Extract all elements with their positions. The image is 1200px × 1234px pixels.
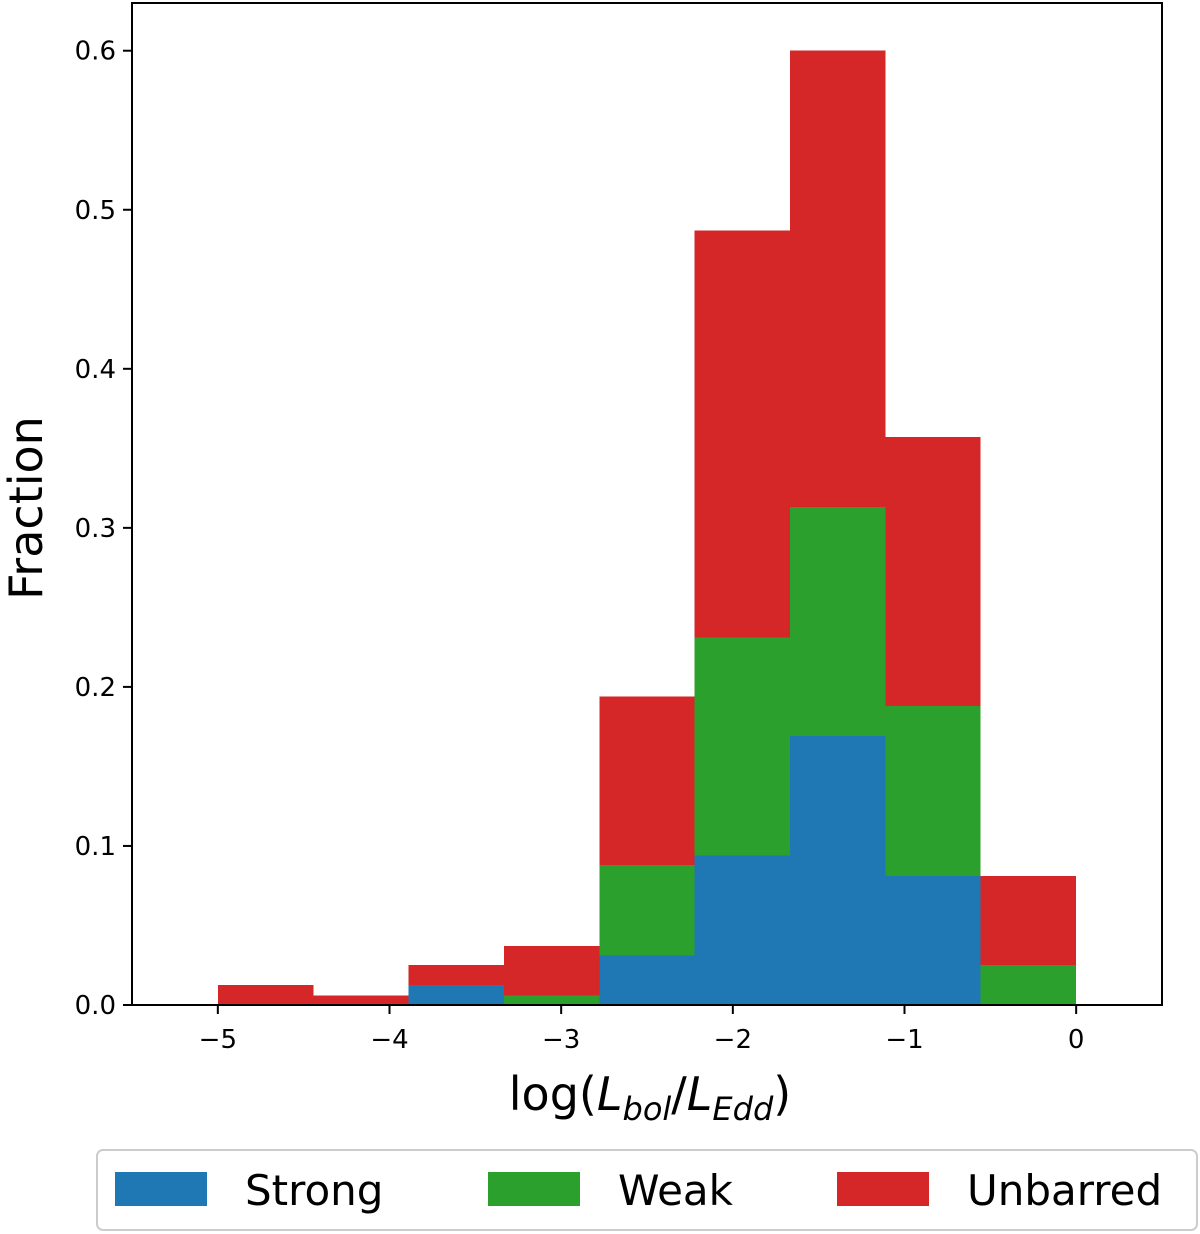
plot-frame [131, 2, 1163, 1006]
y-tick-label: 0.2 [75, 673, 116, 703]
y-tick-label: 0.4 [75, 355, 116, 385]
bar-unbarred-bin-4 [599, 696, 695, 866]
legend: Strong Weak Unbarred [96, 1149, 1198, 1231]
x-axis-label: log(Lbol/LEdd) [509, 1067, 791, 1128]
bar-strong-bin-4 [599, 955, 695, 1005]
x-tick-label: 0 [1068, 1025, 1085, 1055]
bar-strong-bin-5 [694, 855, 790, 1005]
bar-weak-bin-8 [980, 965, 1077, 1005]
bar-unbarred-bin-7 [885, 437, 981, 706]
y-tick-label: 0.5 [75, 196, 116, 226]
legend-swatch-weak [488, 1172, 580, 1206]
bar-weak-bin-4 [599, 865, 695, 956]
y-tick-label: 0.1 [75, 832, 116, 862]
bar-weak-bin-3 [504, 995, 600, 1005]
legend-label-weak: Weak [618, 1166, 734, 1215]
bar-weak-bin-7 [885, 705, 981, 877]
bar-unbarred-bin-1 [313, 995, 409, 1005]
x-axis-ticks: −5 −4 −3 −2 −1 0 [199, 1005, 1085, 1055]
y-axis-ticks: 0.0 0.1 0.2 0.3 0.4 0.5 0.6 [75, 37, 132, 1021]
legend-label-unbarred: Unbarred [967, 1166, 1162, 1215]
legend-label-strong: Strong [245, 1166, 383, 1215]
bar-weak-bin-5 [694, 637, 790, 856]
y-axis-label: Fraction [0, 416, 53, 600]
legend-swatch-strong [115, 1172, 207, 1206]
legend-swatch-unbarred [837, 1172, 929, 1206]
bar-unbarred-bin-0 [217, 985, 314, 1005]
x-tick-label: −1 [885, 1025, 923, 1055]
x-tick-label: −3 [542, 1025, 580, 1055]
bar-strong-bin-2 [408, 985, 505, 1005]
bar-unbarred-bin-2 [408, 965, 505, 986]
y-tick-label: 0.6 [75, 37, 116, 67]
x-tick-label: −4 [370, 1025, 408, 1055]
bar-unbarred-bin-5 [694, 230, 790, 638]
bar-unbarred-bin-6 [789, 50, 886, 508]
legend-frame [96, 1149, 1198, 1231]
bar-strong-bin-7 [885, 876, 981, 1005]
x-tick-label: −2 [714, 1025, 752, 1055]
bar-weak-bin-6 [789, 507, 886, 737]
bar-strong-bin-6 [789, 736, 886, 1005]
y-tick-label: 0.0 [75, 991, 116, 1021]
bar-unbarred-bin-3 [504, 946, 600, 996]
y-tick-label: 0.3 [75, 514, 116, 544]
bar-unbarred-bin-8 [980, 876, 1077, 966]
bars-layer [217, 50, 1077, 1005]
x-tick-label: −5 [199, 1025, 237, 1055]
